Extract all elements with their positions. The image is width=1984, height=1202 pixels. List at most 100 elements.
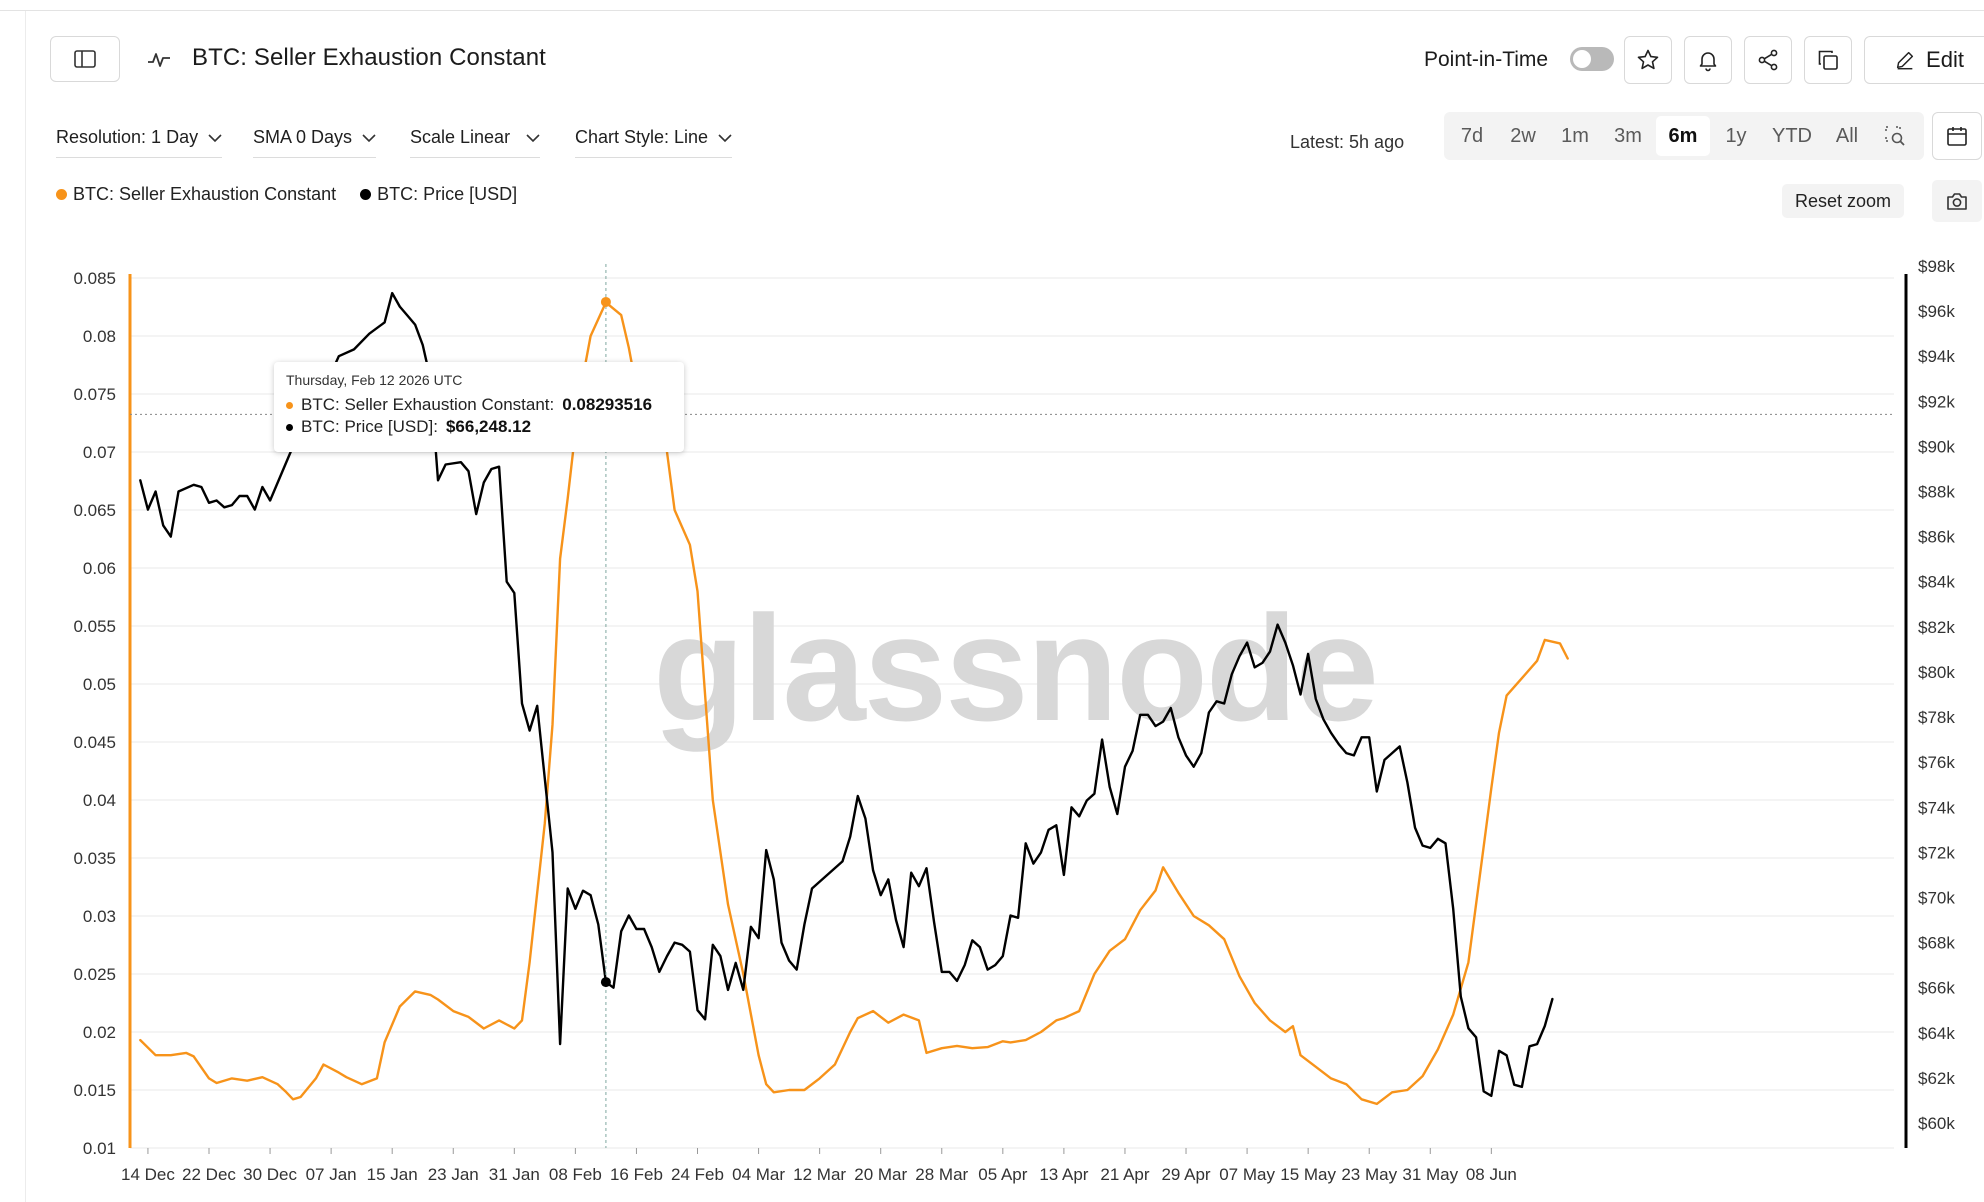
left-tick-label: 0.055 [73, 617, 116, 636]
sma-label: SMA 0 Days [253, 127, 353, 147]
metric-header: BTC: Seller Exhaustion Constant Point-in… [50, 36, 1984, 84]
right-tick-label: $96k [1918, 302, 1955, 321]
legend-item-sec[interactable]: BTC: Seller Exhaustion Constant [56, 184, 336, 205]
star-icon [1637, 49, 1659, 70]
share-button[interactable] [1744, 36, 1792, 84]
x-tick-label: 31 Jan [489, 1165, 540, 1184]
x-tick-label: 15 Jan [367, 1165, 418, 1184]
x-tick-label: 30 Dec [243, 1165, 297, 1184]
right-tick-label: $76k [1918, 753, 1955, 772]
x-tick-label: 07 Jan [306, 1165, 357, 1184]
favorite-button[interactable] [1624, 36, 1672, 84]
right-tick-label: $62k [1918, 1069, 1955, 1088]
chart-controls: Resolution: 1 Day SMA 0 Days Scale Linea… [0, 112, 1984, 172]
sidebar-icon [74, 50, 96, 68]
x-tick-label: 04 Mar [732, 1165, 785, 1184]
right-tick-label: $66k [1918, 979, 1955, 998]
screenshot-button[interactable] [1932, 180, 1982, 222]
highlight-point-price [600, 977, 611, 988]
edit-label: Edit [1926, 47, 1964, 72]
x-tick-label: 28 Mar [915, 1165, 968, 1184]
resolution-dropdown[interactable]: Resolution: 1 Day [56, 122, 223, 158]
right-tick-label: $70k [1918, 888, 1955, 907]
left-tick-label: 0.065 [73, 501, 116, 520]
left-tick-label: 0.025 [73, 965, 116, 984]
range-3m-button[interactable]: 3m [1614, 124, 1642, 147]
legend-label-price: BTC: Price [USD] [377, 183, 518, 204]
right-tick-label: $78k [1918, 708, 1955, 727]
range-7d-button[interactable]: 7d [1460, 124, 1484, 147]
scale-label: Scale Linear [410, 127, 511, 147]
crosshair [130, 264, 1894, 1148]
tooltip-sec-label: BTC: Seller Exhaustion Constant: [301, 395, 555, 414]
duplicate-button[interactable] [1804, 36, 1852, 84]
left-tick-label: 0.08 [83, 327, 116, 346]
right-tick-label: $90k [1918, 437, 1955, 456]
chart-style-dropdown[interactable]: Chart Style: Line [575, 122, 733, 158]
alert-button[interactable] [1684, 36, 1732, 84]
right-tick-label: $88k [1918, 483, 1955, 502]
right-tick-label: $68k [1918, 934, 1955, 953]
range-1y-button[interactable]: 1y [1725, 124, 1747, 147]
left-tick-label: 0.045 [73, 733, 116, 752]
x-tick-label: 29 Apr [1161, 1165, 1210, 1184]
x-tick-label: 13 Apr [1039, 1165, 1088, 1184]
tooltip-row-sec: BTC: Seller Exhaustion Constant: 0.08293… [286, 394, 672, 416]
highlight-point-sec [600, 296, 611, 307]
chart-canvas[interactable]: glassnode 0.010.0150.020.0250.030.0350.0… [0, 230, 1984, 1202]
left-axis: 0.01 0.015 0.02 0.025 0.03 0.035 0.04 0.045 0.05… [73, 269, 132, 1158]
scale-dropdown[interactable]: Scale Linear [410, 122, 541, 158]
chevron-down-icon [718, 134, 732, 143]
sma-dropdown[interactable]: SMA 0 Days [253, 122, 377, 158]
x-tick-label: 16 Feb [610, 1165, 663, 1184]
point-in-time-label: Point-in-Time [1424, 48, 1549, 71]
range-ytd-button[interactable]: YTD [1772, 124, 1812, 147]
tooltip-date: Thursday, Feb 12 2026 UTC [286, 372, 463, 388]
tooltip-sec-value: 0.08293516 [562, 395, 653, 414]
right-tick-label: $74k [1918, 798, 1955, 817]
zoom-select-button[interactable] [1872, 116, 1918, 156]
left-tick-label: 0.035 [73, 849, 116, 868]
x-axis: 14 Dec 22 Dec 30 Dec 07 Jan 15 Jan 23 Jan 31 J… [121, 1148, 1517, 1184]
tooltip-dot-price [286, 423, 293, 431]
right-tick-label: $84k [1918, 573, 1955, 592]
x-tick-label: 21 Apr [1100, 1165, 1149, 1184]
left-divider [25, 11, 26, 1202]
x-tick-label: 14 Dec [121, 1165, 175, 1184]
x-tick-label: 24 Feb [671, 1165, 724, 1184]
x-tick-label: 12 Mar [793, 1165, 846, 1184]
range-all-button[interactable]: All [1835, 124, 1859, 147]
point-in-time-toggle[interactable] [1570, 47, 1614, 71]
bell-icon [1699, 52, 1717, 72]
edit-button[interactable]: Edit [1864, 36, 1984, 84]
copy-icon [1818, 50, 1838, 70]
left-tick-label: 0.03 [83, 907, 116, 926]
date-picker-button[interactable] [1932, 112, 1982, 160]
reset-zoom-button[interactable]: Reset zoom [1782, 184, 1904, 218]
right-tick-label: $72k [1918, 843, 1955, 862]
left-tick-label: 0.085 [73, 269, 116, 288]
resolution-label: Resolution: 1 Day [56, 127, 199, 147]
range-2w-button[interactable]: 2w [1510, 124, 1536, 147]
tooltip-price-label: BTC: Price [USD]: [301, 417, 438, 436]
x-tick-label: 07 May [1219, 1165, 1275, 1184]
x-tick-label: 31 May [1402, 1165, 1458, 1184]
left-tick-label: 0.04 [83, 791, 116, 810]
chevron-down-icon [208, 134, 222, 143]
toggle-sidebar-button[interactable] [50, 36, 120, 82]
legend-dot-price [360, 188, 372, 200]
camera-icon [1947, 193, 1967, 210]
chart-legend: BTC: Seller Exhaustion Constant BTC: Pri… [56, 182, 517, 206]
right-tick-label: $92k [1918, 392, 1955, 411]
page-title: BTC: Seller Exhaustion Constant [192, 44, 546, 71]
grid-lines [130, 277, 1894, 1149]
range-1m-button[interactable]: 1m [1561, 124, 1589, 147]
time-range-selector: 7d 2w 1m 3m 6m 1y YTD All [1444, 112, 1924, 160]
legend-item-price[interactable]: BTC: Price [USD] [360, 184, 517, 205]
chevron-down-icon [362, 134, 376, 143]
range-6m-button[interactable]: 6m [1656, 116, 1710, 156]
right-tick-label: $80k [1918, 663, 1955, 682]
left-tick-label: 0.015 [73, 1081, 116, 1100]
left-tick-label: 0.05 [83, 675, 116, 694]
zoom-area-icon [1885, 126, 1905, 146]
